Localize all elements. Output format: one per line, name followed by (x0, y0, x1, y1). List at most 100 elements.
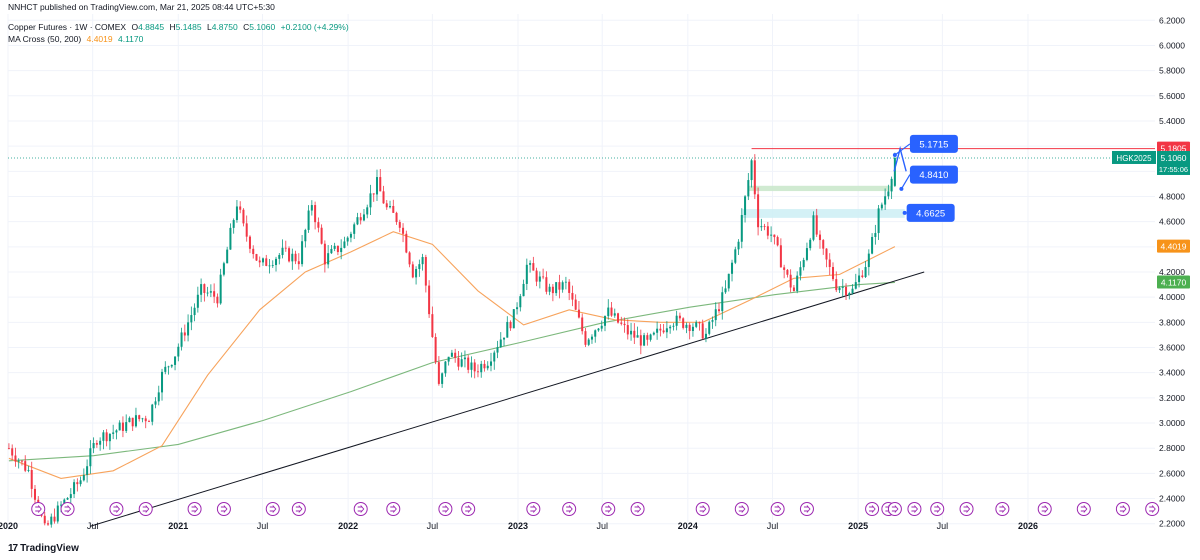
candle-body (476, 371, 479, 373)
candle-body (79, 480, 82, 485)
candle-body (314, 205, 317, 223)
event-marker-icon[interactable] (799, 502, 814, 516)
y-tick-label: 3.8000 (1159, 317, 1185, 327)
indicator-title[interactable]: MA Cross (50, 200) (8, 34, 82, 44)
callout-box[interactable] (909, 134, 958, 153)
callout-box[interactable] (909, 165, 958, 184)
candle-body (92, 443, 95, 449)
candle-body (503, 337, 506, 340)
candle-body (405, 233, 408, 253)
tradingview-logo[interactable]: 17 TradingView (8, 543, 79, 554)
candle-body (138, 415, 141, 420)
time-axis[interactable]: 2020 Jul 2021 Jul 2022 Jul 2023 Jul 2024 Jul 2025 J… (0, 521, 1038, 531)
event-marker-icon[interactable] (60, 502, 75, 516)
candle-body (473, 362, 476, 372)
event-marker-icon[interactable] (526, 502, 541, 516)
event-marker-icon[interactable] (353, 502, 368, 516)
event-marker-icon[interactable] (187, 502, 202, 516)
event-marker-icon[interactable] (265, 502, 280, 516)
published-line: NNHCT published on TradingView.com, Mar … (8, 2, 278, 12)
candle-body (649, 334, 652, 340)
annotations[interactable]: 5.1715 4.8410 4.6625 (892, 134, 958, 222)
event-marker-glyph (465, 505, 472, 513)
price-axis[interactable]: 6.20006.00005.80005.60005.40005.20005.00… (1159, 15, 1185, 528)
candle-body (297, 261, 300, 265)
candle-body (245, 223, 248, 237)
candle-body (851, 288, 854, 294)
event-marker-icon[interactable] (109, 502, 124, 516)
candle-body (789, 274, 792, 288)
event-marker-icon[interactable] (1145, 502, 1160, 516)
event-marker-icon[interactable] (887, 502, 902, 516)
event-marker-icon[interactable] (291, 502, 306, 516)
candle-body (69, 494, 72, 498)
candle-body (691, 326, 694, 332)
event-marker-icon[interactable] (930, 502, 945, 516)
callout-box[interactable] (906, 203, 955, 222)
event-marker-icon[interactable] (734, 502, 749, 516)
ohlc-line: Copper Futures · 1W · COMEX O4.8845 H5.1… (8, 22, 352, 32)
candle-body (444, 361, 447, 374)
candle-body (822, 240, 825, 249)
candle-body (164, 366, 167, 372)
candle-body (792, 287, 795, 292)
candle-body (636, 335, 639, 338)
candle-body (128, 417, 131, 423)
event-marker-icon[interactable] (562, 502, 577, 516)
candle-body (887, 191, 890, 197)
event-marker-icon[interactable] (865, 502, 880, 516)
candle-body (284, 247, 287, 249)
ticker-badge (1112, 150, 1156, 164)
price-zone (748, 185, 892, 192)
candle-body (805, 248, 808, 260)
candle-body (574, 299, 577, 310)
tradingview-logo-text: TradingView (20, 543, 79, 554)
event-marker-icon[interactable] (630, 502, 645, 516)
event-marker-icon[interactable] (1037, 502, 1052, 516)
high-value: 5.1485 (175, 22, 202, 32)
event-marker-icon[interactable] (461, 502, 476, 516)
candle-body (95, 443, 98, 445)
y-tick-label: 3.0000 (1159, 418, 1185, 428)
candle-body (864, 267, 867, 278)
event-marker-glyph (999, 505, 1006, 513)
low-value: 4.8750 (211, 22, 238, 32)
event-marker-glyph (142, 505, 150, 513)
event-marker-icon[interactable] (438, 502, 453, 516)
candle-body (463, 357, 466, 360)
event-marker-icon[interactable] (1115, 502, 1130, 516)
event-markers[interactable] (31, 502, 1160, 516)
event-marker-icon[interactable] (907, 502, 922, 516)
event-marker-glyph (634, 505, 642, 513)
event-marker-icon[interactable] (695, 502, 710, 516)
candle-body (496, 347, 499, 353)
event-marker-glyph (869, 505, 876, 513)
event-marker-icon[interactable] (770, 502, 785, 516)
event-marker-icon[interactable] (601, 502, 616, 516)
candle-body (353, 224, 356, 234)
candle-body (509, 321, 512, 329)
candle-body (323, 243, 326, 265)
x-tick-label: 2022 (338, 521, 358, 531)
high-label: H (169, 22, 176, 32)
candle-body (33, 488, 36, 500)
event-marker-icon[interactable] (138, 502, 153, 516)
event-marker-icon[interactable] (216, 502, 231, 516)
event-marker-icon[interactable] (31, 502, 46, 516)
candle-body (548, 286, 551, 292)
candle-body (763, 226, 766, 227)
candle-body (177, 346, 180, 357)
candle-body (56, 505, 59, 522)
candle-body (659, 328, 662, 331)
moving-averages (8, 231, 896, 479)
event-marker-icon[interactable] (1076, 502, 1091, 516)
candle-body (506, 321, 509, 338)
candle-body (656, 328, 659, 333)
event-marker-glyph (891, 505, 899, 513)
event-marker-icon[interactable] (995, 502, 1010, 516)
instrument-title[interactable]: Copper Futures · 1W · COMEX (8, 22, 127, 32)
event-marker-icon[interactable] (386, 502, 401, 516)
candle-body (258, 260, 261, 263)
event-marker-icon[interactable] (959, 502, 974, 516)
